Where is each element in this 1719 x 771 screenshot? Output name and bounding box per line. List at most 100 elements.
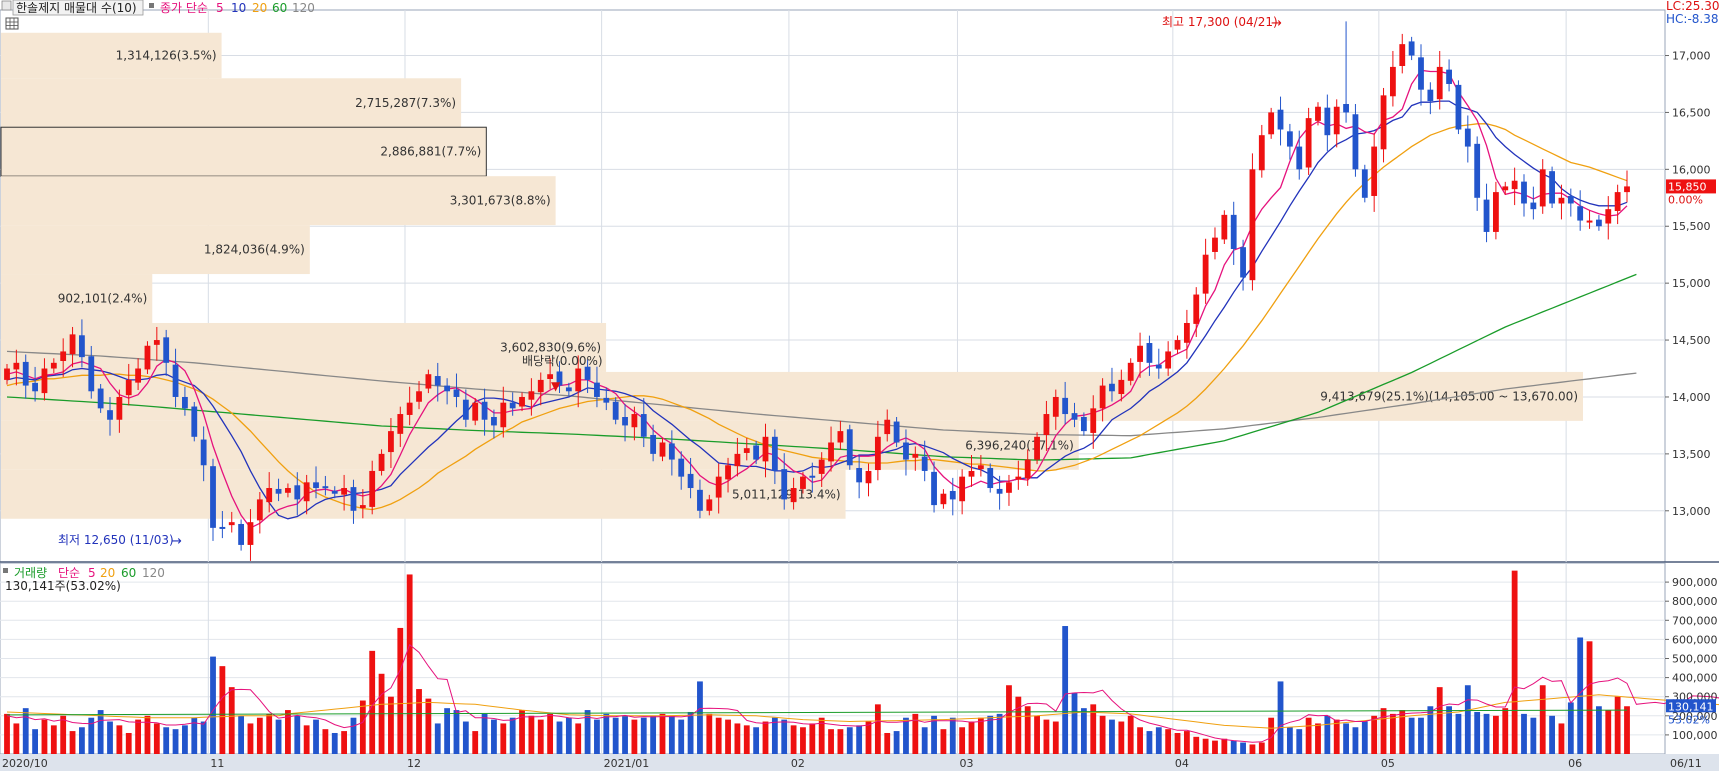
volume-bar (1530, 717, 1537, 754)
volume-profile-bar (1, 78, 462, 128)
volume-bar (603, 713, 610, 754)
volume-bar (88, 717, 95, 754)
candle-body (1502, 186, 1509, 191)
grid-icon[interactable] (5, 17, 19, 30)
candle-body (622, 417, 628, 426)
volume-bar (1305, 717, 1312, 754)
candle-body (1109, 383, 1115, 392)
title-box[interactable] (12, 0, 144, 16)
candle-body (1137, 345, 1143, 362)
candle-body (359, 505, 366, 509)
ma-legend-5[interactable]: 5 (216, 1, 224, 15)
volume-bar (238, 715, 245, 754)
volume-bar (509, 717, 516, 754)
candle-body (912, 453, 919, 458)
high-annotation: 최고 17,300 (04/21) (1162, 15, 1278, 29)
volume-profile-bar (1, 32, 222, 79)
volume-bar (1371, 715, 1378, 754)
volume-ma-prefix: 단순 (58, 566, 80, 580)
current-price-change: 0.00% (1668, 193, 1703, 206)
volume-bar (1455, 713, 1462, 754)
ma-legend-120[interactable]: 120 (292, 1, 315, 15)
volume-bar (1549, 715, 1555, 754)
candle-body (519, 396, 525, 407)
volume-ma-legend-5[interactable]: 5 (88, 566, 96, 580)
volume-bar (1333, 719, 1340, 754)
price-tick-label: 15,000 (1672, 277, 1711, 290)
candle-body (874, 436, 881, 471)
volume-bar (771, 717, 778, 754)
candle-body (41, 368, 48, 394)
volume-bar (191, 717, 198, 754)
candle-body (931, 471, 937, 506)
lc-badge: LC:25.30 (1666, 0, 1719, 13)
candle-body (687, 473, 694, 489)
ma-legend-60[interactable]: 60 (272, 1, 287, 15)
volume-bar (818, 717, 825, 754)
volume-bar (341, 731, 348, 754)
candle-body (1361, 169, 1368, 198)
candle-body (1062, 397, 1069, 415)
volume-bar (762, 721, 769, 754)
candle-body (172, 364, 179, 397)
volume-bar (1174, 732, 1181, 754)
volume-tick-label: 900,000 (1672, 576, 1718, 589)
ma-legend-20[interactable]: 20 (252, 1, 267, 15)
volume-bar (1502, 708, 1509, 754)
candle-body (313, 482, 319, 489)
volume-bar (125, 732, 132, 754)
candle-body (771, 436, 778, 471)
candle-body (612, 401, 619, 420)
ma-legend-10[interactable]: 10 (231, 1, 246, 15)
volume-bar (940, 729, 947, 754)
volume-ma-legend-20[interactable]: 20 (100, 566, 115, 580)
volume-bar (1034, 715, 1040, 754)
candle-body (1455, 84, 1462, 130)
event-annotation: 배당락(0.00%) (522, 354, 603, 368)
candle-body (1277, 109, 1284, 130)
chart-type-button[interactable] (1, 0, 12, 11)
candle-body (200, 439, 207, 466)
candle-body (1380, 95, 1387, 150)
volume-bar (565, 717, 572, 754)
volume-bar (912, 713, 919, 754)
candle-body (1521, 181, 1527, 204)
volume-bar (977, 717, 984, 754)
volume-current-tag (1666, 699, 1716, 713)
volume-bar (1315, 723, 1321, 754)
candle-body (1558, 197, 1565, 204)
volume-bar (1043, 719, 1050, 754)
price-tick-label: 15,500 (1672, 220, 1711, 233)
candle-body (1193, 294, 1200, 324)
candle-body (1099, 385, 1106, 409)
candle-body (753, 445, 760, 460)
candle-body (491, 417, 497, 426)
volume-bar (256, 717, 263, 754)
volume-profile-bar (1, 176, 556, 226)
volume-bar (1511, 570, 1518, 754)
volume-bar (107, 721, 113, 754)
volume-bar (1296, 729, 1303, 754)
candle-body (481, 401, 488, 420)
candle-body (575, 368, 582, 392)
candle-body (462, 399, 469, 420)
event-arrow-icon: ▼ (551, 379, 561, 393)
candle-body (1399, 44, 1406, 66)
volume-bar (416, 689, 422, 754)
volume-bar (921, 727, 928, 754)
volume-bar (4, 713, 10, 754)
volume-bar (359, 700, 366, 754)
volume-tick-label: 100,000 (1672, 729, 1718, 742)
volume-tick-label: 600,000 (1672, 633, 1718, 646)
candle-body (1624, 186, 1630, 193)
candle-body (781, 469, 788, 500)
candle-body (1286, 131, 1293, 147)
volume-ma-legend-60[interactable]: 60 (121, 566, 136, 580)
price-tick-label: 13,500 (1672, 448, 1711, 461)
volume-ma-legend-120[interactable]: 120 (142, 566, 165, 580)
x-axis-labels: 2020/10 11 12 2021/01 02 03 04 05 06 06/11 (2, 757, 1702, 770)
current-price-label: 15,850 (1668, 180, 1707, 193)
volume-bar (32, 729, 38, 754)
candle-body (921, 456, 928, 471)
